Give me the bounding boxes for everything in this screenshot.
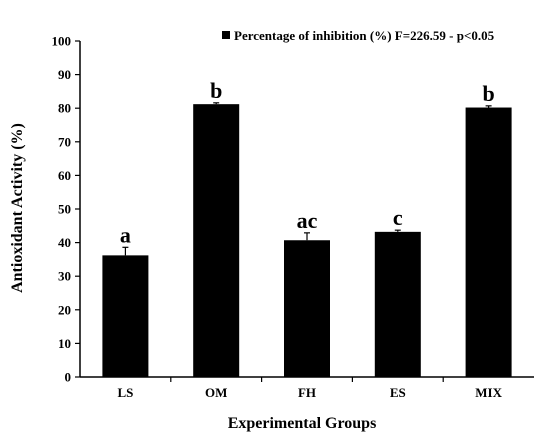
- significance-letter: b: [482, 81, 494, 106]
- y-tick-label: 100: [52, 34, 72, 49]
- x-axis-title: Experimental Groups: [228, 415, 377, 432]
- legend: Percentage of inhibition (%) F=226.59 - …: [222, 28, 495, 43]
- y-axis-ticks: 0 10 20 30 40 50 60 70 80 90 100: [52, 34, 80, 385]
- bar-om: [193, 104, 240, 377]
- y-tick-label: 70: [58, 134, 71, 149]
- x-tick-label: LS: [117, 385, 133, 400]
- y-tick-label: 10: [58, 336, 71, 351]
- y-tick-label: 30: [58, 269, 71, 284]
- legend-label: Percentage of inhibition (%) F=226.59 - …: [234, 28, 495, 43]
- y-tick-label: 0: [65, 370, 72, 385]
- y-tick-label: 20: [58, 302, 71, 317]
- x-tick-label: MIX: [475, 385, 502, 400]
- bars: a b ac c b: [102, 78, 512, 377]
- y-tick-label: 50: [58, 202, 71, 217]
- y-tick-label: 90: [58, 67, 71, 82]
- bar-es: [374, 231, 421, 377]
- y-tick-label: 40: [58, 235, 71, 250]
- y-axis-title: Antioxidant Activity (%): [9, 123, 26, 293]
- significance-letter: b: [210, 78, 222, 103]
- significance-letter: c: [393, 205, 403, 230]
- bar-ls: [102, 255, 149, 377]
- y-tick-label: 60: [58, 168, 71, 183]
- x-tick-label: ES: [390, 385, 406, 400]
- bar-mix: [465, 107, 512, 377]
- x-tick-label: OM: [205, 385, 227, 400]
- legend-swatch: [222, 31, 230, 39]
- bar-fh: [284, 240, 330, 377]
- y-tick-label: 80: [58, 101, 71, 116]
- significance-letter: a: [120, 222, 131, 247]
- x-tick-label: FH: [298, 385, 316, 400]
- significance-letter: ac: [297, 208, 318, 233]
- x-axis-ticks: LS OM FH ES MIX: [117, 377, 503, 400]
